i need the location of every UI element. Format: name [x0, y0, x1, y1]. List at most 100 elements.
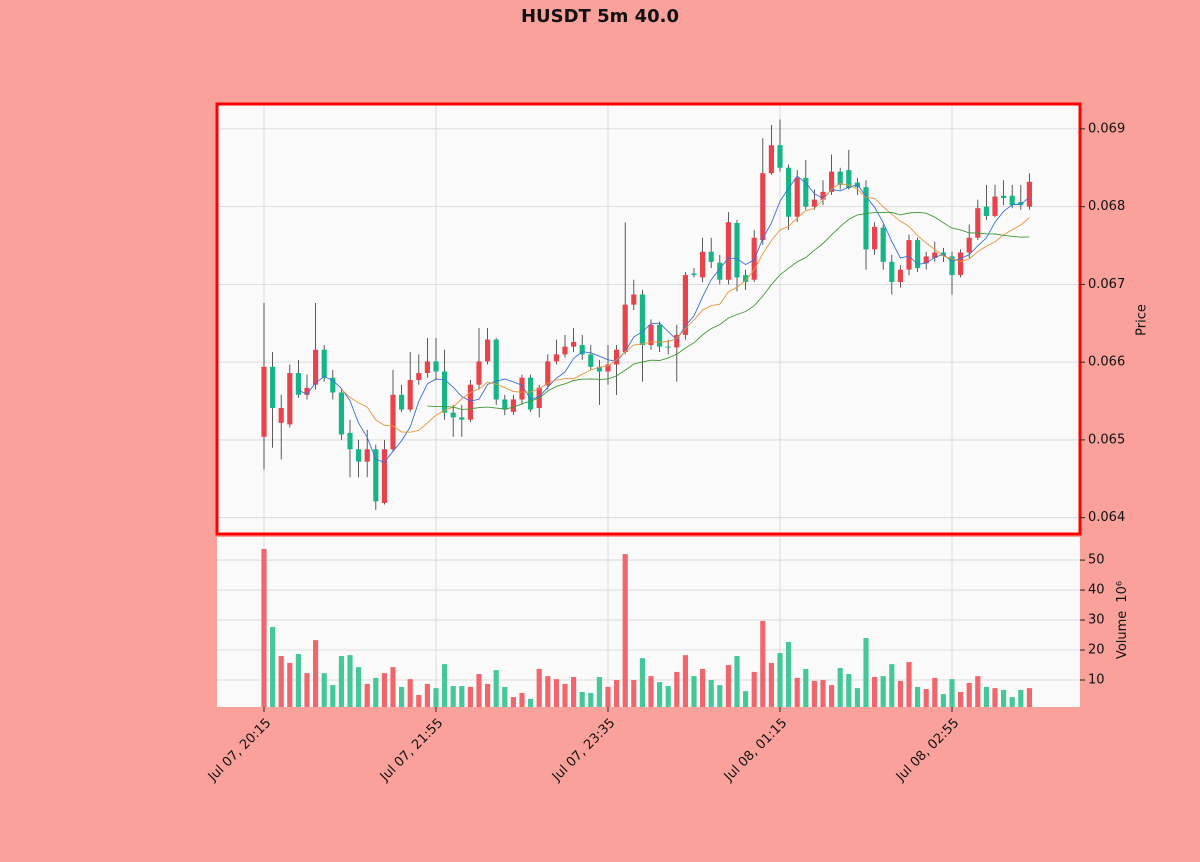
candle-body [992, 196, 998, 216]
candle-body [407, 380, 413, 410]
volume-bar [459, 686, 465, 707]
volume-bar [657, 682, 663, 707]
candle-body [467, 384, 473, 420]
candle-body [442, 371, 448, 413]
candle-body [880, 227, 886, 262]
volume-bar [915, 686, 921, 707]
volume-bar [287, 662, 293, 707]
candle-body [261, 366, 267, 437]
candle-body [639, 294, 645, 346]
volume-bar [932, 677, 938, 707]
y-tick-label: 40 [1088, 583, 1105, 598]
candle-body [553, 354, 559, 362]
candle-body [743, 275, 749, 283]
candle-body [571, 341, 577, 347]
volume-bar [700, 668, 706, 707]
candle-body [347, 432, 353, 450]
candle-body [433, 361, 439, 372]
volume-bar [786, 641, 792, 707]
candle-body [915, 240, 921, 269]
volume-bar [768, 662, 774, 707]
candle-body [330, 377, 336, 393]
candle-body [270, 366, 276, 409]
candle-body [700, 251, 706, 278]
candle-body [502, 399, 508, 410]
candle-body [691, 273, 697, 276]
volume-bar [1026, 688, 1032, 707]
candle-body [1009, 195, 1015, 206]
volume-bar [751, 671, 757, 707]
volume-bar [476, 674, 482, 707]
volume-bar [338, 656, 344, 707]
candle-body [485, 339, 491, 362]
price-axis-label: Price [1135, 304, 1150, 336]
candle-body [837, 171, 843, 185]
candle-body [278, 408, 284, 423]
volume-bar [424, 683, 430, 707]
volume-bar [519, 692, 525, 707]
candle-body [373, 449, 379, 502]
candle-body [1018, 201, 1024, 206]
volume-bar [467, 686, 473, 707]
volume-bar [510, 697, 516, 707]
moving-average [298, 175, 1030, 463]
candle-body [528, 377, 534, 410]
y-tick-label: 0.066 [1088, 355, 1125, 370]
volume-bar [485, 683, 491, 707]
candle-body [966, 237, 972, 253]
candle-body [304, 387, 310, 395]
y-tick-label: 30 [1088, 613, 1105, 628]
volume-bar [983, 686, 989, 707]
candle-body [657, 324, 663, 347]
volume-bar [562, 683, 568, 707]
volume-offset: 10⁶ [1115, 581, 1130, 603]
volume-bar [321, 673, 327, 707]
volume-bar [407, 679, 413, 707]
volume-bar [313, 640, 319, 707]
volume-bar [545, 676, 551, 707]
volume-bar [648, 676, 654, 707]
volume-bar [794, 677, 800, 707]
candle-body [399, 394, 405, 410]
volume-label: Volume [1115, 611, 1130, 659]
candle-body [665, 346, 671, 348]
candle-body [588, 354, 594, 367]
volume-bar [837, 668, 843, 707]
candle-body [975, 208, 981, 238]
volume-bar [940, 694, 946, 707]
candle-body [906, 240, 912, 270]
volume-bar [691, 676, 697, 707]
volume-bar [708, 680, 714, 707]
volume-bar [760, 620, 766, 707]
candle-body [476, 361, 482, 385]
plot-layer [217, 104, 1080, 707]
candle-body [313, 349, 319, 385]
volume-bar [880, 676, 886, 707]
volume-bar [399, 686, 405, 707]
volume-bar [450, 686, 456, 707]
volume-bar [442, 664, 448, 707]
volume-bar [433, 688, 439, 707]
volume-bar [906, 662, 912, 707]
volume-bar [571, 677, 577, 707]
volume-bar [304, 673, 310, 707]
volume-bar [725, 665, 731, 707]
volume-bar [665, 686, 671, 707]
candle-body [614, 349, 620, 365]
candle-body [356, 449, 362, 462]
volume-bar [528, 698, 534, 707]
volume-bar [897, 680, 903, 707]
volume-bar [811, 680, 817, 707]
candle-body [983, 206, 989, 216]
price-panel [217, 104, 1080, 534]
volume-bar [1009, 697, 1015, 707]
volume-bar [743, 691, 749, 707]
candle-body [295, 373, 301, 395]
volume-bar [682, 655, 688, 707]
candle-body [545, 361, 551, 386]
candle-body [811, 199, 817, 207]
candle-body [648, 324, 654, 346]
candle-body [450, 412, 456, 418]
volume-bar [381, 673, 387, 707]
